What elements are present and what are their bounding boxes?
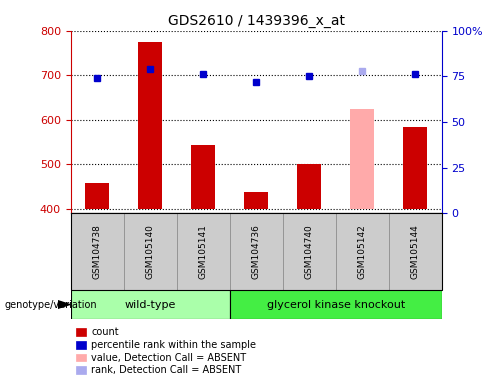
Bar bbox=[244, 192, 268, 209]
Polygon shape bbox=[58, 301, 70, 308]
Text: GSM104738: GSM104738 bbox=[93, 224, 102, 279]
Text: rank, Detection Call = ABSENT: rank, Detection Call = ABSENT bbox=[91, 365, 242, 375]
Bar bbox=[71, 213, 124, 290]
Text: GSM105142: GSM105142 bbox=[358, 224, 366, 279]
Text: count: count bbox=[91, 327, 119, 337]
Bar bbox=[85, 183, 109, 209]
Bar bbox=[124, 213, 177, 290]
Text: wild-type: wild-type bbox=[124, 300, 176, 310]
Bar bbox=[336, 213, 388, 290]
Bar bbox=[177, 213, 230, 290]
Bar bbox=[297, 164, 321, 209]
Text: GSM105141: GSM105141 bbox=[199, 224, 208, 279]
Text: GSM104736: GSM104736 bbox=[252, 224, 261, 279]
Text: GSM105144: GSM105144 bbox=[410, 224, 420, 279]
Text: genotype/variation: genotype/variation bbox=[5, 300, 98, 310]
Bar bbox=[138, 42, 162, 209]
Text: percentile rank within the sample: percentile rank within the sample bbox=[91, 340, 256, 350]
Bar bbox=[71, 290, 230, 319]
Bar bbox=[283, 213, 336, 290]
Text: GSM104740: GSM104740 bbox=[305, 224, 314, 279]
Bar bbox=[230, 213, 283, 290]
Text: value, Detection Call = ABSENT: value, Detection Call = ABSENT bbox=[91, 353, 246, 362]
Title: GDS2610 / 1439396_x_at: GDS2610 / 1439396_x_at bbox=[168, 14, 345, 28]
Text: glycerol kinase knockout: glycerol kinase knockout bbox=[266, 300, 405, 310]
Text: GSM105140: GSM105140 bbox=[146, 224, 155, 279]
Bar bbox=[230, 290, 442, 319]
Bar bbox=[350, 109, 374, 209]
Bar bbox=[191, 145, 215, 209]
Bar bbox=[403, 127, 427, 209]
Bar bbox=[388, 213, 442, 290]
